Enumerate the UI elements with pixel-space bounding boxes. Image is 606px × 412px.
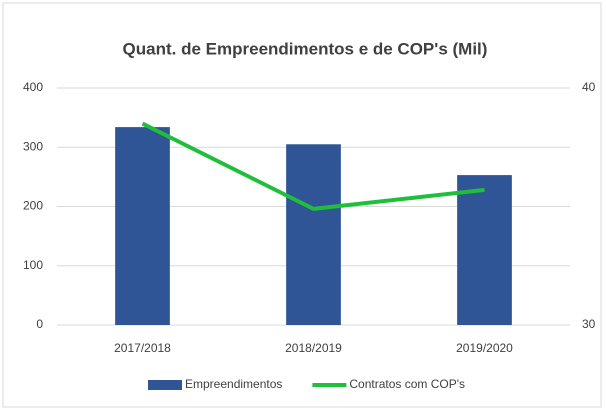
y2-tick-label: 30 [582, 317, 596, 331]
y-tick-label: 100 [23, 258, 43, 272]
bar [286, 144, 341, 325]
line [141, 121, 485, 211]
y-tick-label: 200 [23, 199, 43, 213]
bar [457, 175, 512, 325]
x-tick-label: 2018/2019 [285, 341, 342, 355]
chart-title: Quant. de Empreendimentos e de COP's (Mi… [123, 39, 488, 58]
bar [115, 127, 170, 325]
legend-swatch [148, 380, 182, 390]
x-tick-label: 2019/2020 [456, 341, 513, 355]
y2-tick-label: 40 [582, 80, 596, 94]
x-tick-label: 2017/2018 [114, 341, 171, 355]
legend-label: Contratos com COP's [349, 377, 465, 391]
y-tick-label: 400 [23, 80, 43, 94]
legend-label: Empreendimentos [185, 377, 282, 391]
y-tick-label: 300 [23, 139, 43, 153]
y-tick-label: 0 [36, 317, 43, 331]
